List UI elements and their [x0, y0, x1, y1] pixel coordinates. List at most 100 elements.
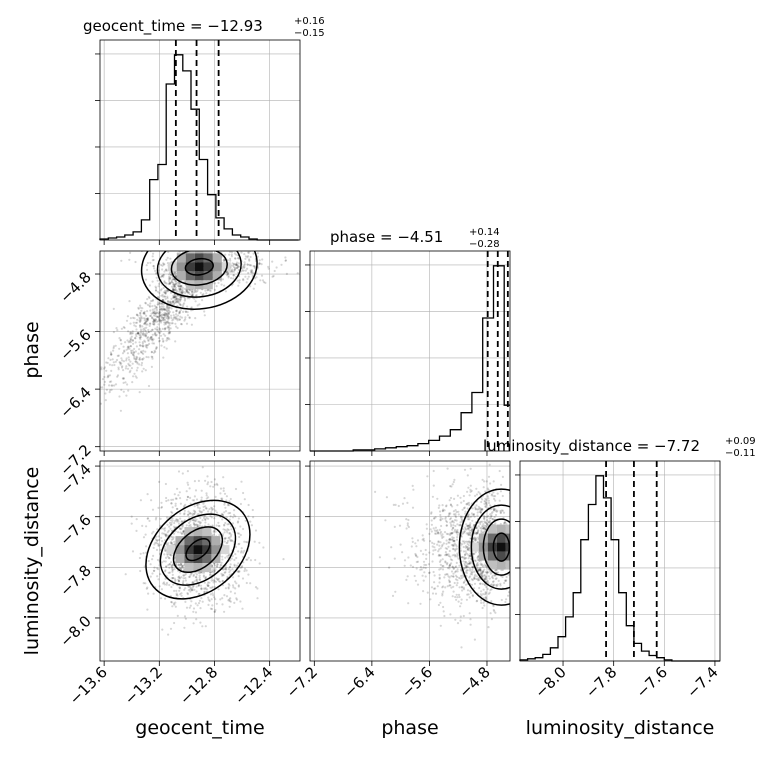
scatter-point: [450, 570, 454, 573]
scatter-point: [469, 575, 472, 578]
scatter-point: [164, 269, 167, 272]
scatter-point: [170, 538, 173, 541]
scatter-point: [480, 509, 483, 512]
scatter-point: [216, 483, 219, 487]
scatter-point: [184, 573, 187, 576]
scatter-point: [211, 507, 214, 510]
scatter-point: [474, 494, 477, 497]
x-tick-label-geocent_time-1: −13.2: [121, 663, 166, 708]
scatter-point: [133, 317, 136, 320]
scatter-point: [461, 543, 464, 546]
scatter-point: [454, 548, 457, 551]
scatter-point: [477, 508, 480, 511]
scatter-point: [195, 585, 198, 588]
scatter-point: [177, 520, 180, 523]
scatter-point: [139, 326, 142, 329]
scatter-point: [237, 257, 240, 260]
scatter-point: [515, 556, 517, 558]
scatter-point: [178, 576, 181, 580]
contours-2: [458, 488, 510, 606]
scatter-point: [110, 353, 113, 356]
scatter-point: [173, 493, 176, 496]
scatter-point: [201, 625, 204, 628]
title-luminosity-distance: luminosity_distance = −7.72 +0.09 −0.11: [483, 436, 756, 459]
density-cell: [194, 251, 204, 254]
scatter-point: [478, 507, 481, 510]
scatter-point: [153, 310, 156, 313]
scatter-point: [227, 528, 230, 532]
density-cell: [487, 542, 497, 552]
scatter-point: [161, 317, 164, 320]
scatter-point: [231, 568, 234, 571]
scatter-point: [173, 540, 176, 544]
scatter-point: [167, 283, 170, 286]
scatter-point: [190, 600, 193, 603]
scatter-point: [439, 601, 442, 604]
density-cell: [203, 271, 213, 281]
scatter-point: [483, 604, 486, 607]
scatter-point: [204, 507, 208, 510]
scatter-point: [151, 255, 154, 258]
scatter-point: [227, 599, 230, 602]
scatter-point: [488, 591, 491, 594]
scatter-point: [244, 275, 247, 278]
density-cell: [175, 545, 185, 555]
scatter-point: [157, 315, 160, 318]
scatter-point: [130, 332, 133, 335]
scatter-point: [161, 319, 164, 322]
scatter-point: [499, 511, 502, 515]
scatter-point: [441, 533, 444, 536]
scatter-point: [221, 533, 225, 536]
scatter-point: [486, 587, 489, 591]
scatter-point: [162, 356, 165, 359]
scatter-point: [471, 594, 474, 597]
scatter-point: [153, 349, 156, 352]
density-cell: [211, 545, 221, 555]
scatter-point: [465, 532, 468, 535]
scatter-point: [407, 556, 410, 559]
scatter-point: [456, 533, 459, 536]
scatter-point: [152, 312, 155, 315]
scatter-point: [162, 527, 165, 530]
scatter-point: [171, 569, 174, 572]
scatter-point: [480, 571, 483, 574]
scatter-point: [224, 521, 227, 525]
scatter-point: [482, 593, 485, 596]
density-cell: [194, 262, 204, 272]
scatter-point: [176, 326, 179, 330]
scatter-point: [139, 312, 142, 315]
hist-panel-luminosity_distance: [519, 461, 720, 662]
scatter-point: [113, 363, 116, 367]
scatter-point: [174, 579, 177, 582]
scatter-point: [155, 311, 158, 314]
scatter-point: [167, 311, 170, 315]
scatter-point: [168, 566, 171, 569]
scatter-point: [231, 264, 234, 267]
scatter-point: [182, 579, 185, 583]
scatter-point: [232, 586, 235, 589]
scatter-point: [471, 507, 474, 510]
scatter-point: [405, 578, 408, 582]
scatter-point: [185, 524, 188, 527]
scatter-point: [248, 263, 251, 266]
scatter-point: [479, 562, 482, 565]
scatter-point: [236, 265, 240, 268]
scatter-point: [245, 558, 248, 561]
scatter-point: [494, 569, 497, 572]
scatter-point: [423, 563, 426, 567]
scatter-point: [150, 351, 153, 354]
scatter-point: [465, 574, 468, 578]
scatter-point: [466, 549, 469, 552]
scatter-point: [129, 339, 132, 342]
scatter-point: [449, 613, 452, 616]
scatter-point: [213, 288, 216, 291]
scatter-point: [384, 519, 387, 522]
scatter-point: [464, 579, 467, 582]
scatter-point: [441, 564, 444, 568]
scatter-point: [245, 540, 248, 544]
scatter-point: [226, 273, 229, 276]
scatter-point: [133, 324, 136, 327]
scatter-point: [466, 474, 469, 477]
scatter-point: [179, 531, 182, 534]
scatter-point: [484, 500, 487, 503]
